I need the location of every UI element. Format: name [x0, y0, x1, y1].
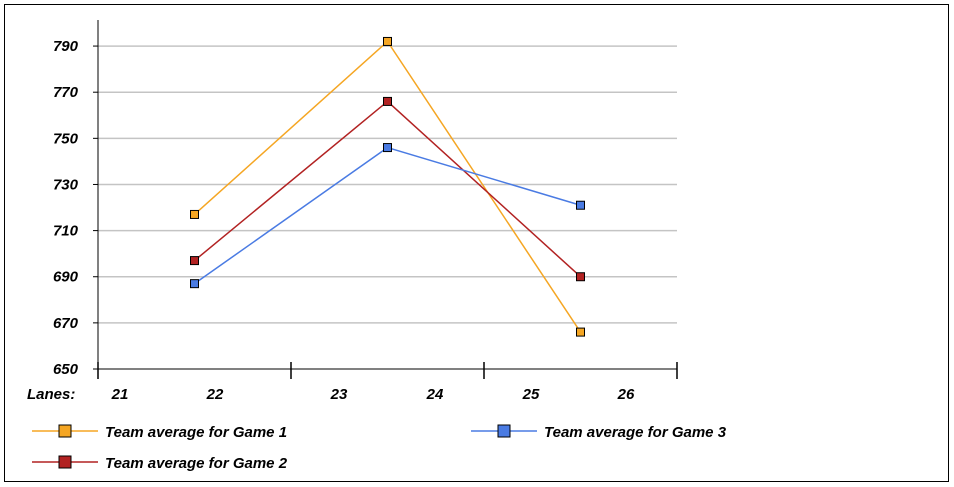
axes [93, 20, 678, 379]
x-tick-label: 26 [617, 386, 635, 403]
data-point [190, 209, 199, 219]
series-line [193, 40, 582, 333]
x-axis-label: Lanes: [27, 386, 75, 403]
y-tick-label: 690 [53, 269, 79, 286]
x-tick-label: 24 [426, 386, 444, 403]
legend-label: Team average for Game 3 [544, 424, 727, 441]
x-tick-label: 22 [206, 386, 224, 403]
legend-item: Team average for Game 2 [32, 455, 288, 472]
chart-frame: 650 670 690 710 730 750 770 790 Lanes: 21 22 23 24 25… [4, 4, 949, 482]
y-tick-label: 670 [53, 315, 79, 332]
data-point [190, 279, 199, 289]
y-tick-label: 770 [53, 84, 79, 101]
legend: Team average for Game 1 Team average for … [32, 424, 727, 472]
series-line [194, 100, 582, 278]
y-tick-label: 710 [53, 223, 79, 240]
legend-item: Team average for Game 3 [471, 424, 727, 441]
data-point [383, 143, 392, 153]
legend-label: Team average for Game 2 [105, 455, 288, 472]
legend-marker [58, 455, 72, 469]
y-tick-label: 750 [53, 130, 79, 147]
data-point [190, 256, 199, 266]
legend-marker [58, 424, 72, 438]
y-tick-label: 790 [53, 38, 79, 55]
legend-label: Team average for Game 1 [105, 424, 287, 441]
x-tick-label: 23 [330, 386, 348, 403]
line-chart: 650 670 690 710 730 750 770 790 Lanes: 21 22 23 24 25… [27, 20, 727, 472]
series-line [194, 146, 581, 285]
tick-labels: 650 670 690 710 730 750 770 790 Lanes: 21 22 23 24 25… [27, 38, 635, 403]
grid-lines [98, 45, 677, 324]
data-point [576, 272, 585, 282]
y-tick-label: 730 [53, 176, 79, 193]
x-tick-label: 21 [111, 386, 129, 403]
legend-marker [497, 424, 511, 438]
x-tick-label: 25 [522, 386, 540, 403]
data-point [383, 36, 392, 46]
data-point [576, 200, 585, 210]
series-layer [190, 36, 585, 337]
data-point [383, 96, 392, 106]
y-tick-label: 650 [53, 361, 79, 378]
legend-item: Team average for Game 1 [32, 424, 287, 441]
data-point [576, 327, 585, 337]
